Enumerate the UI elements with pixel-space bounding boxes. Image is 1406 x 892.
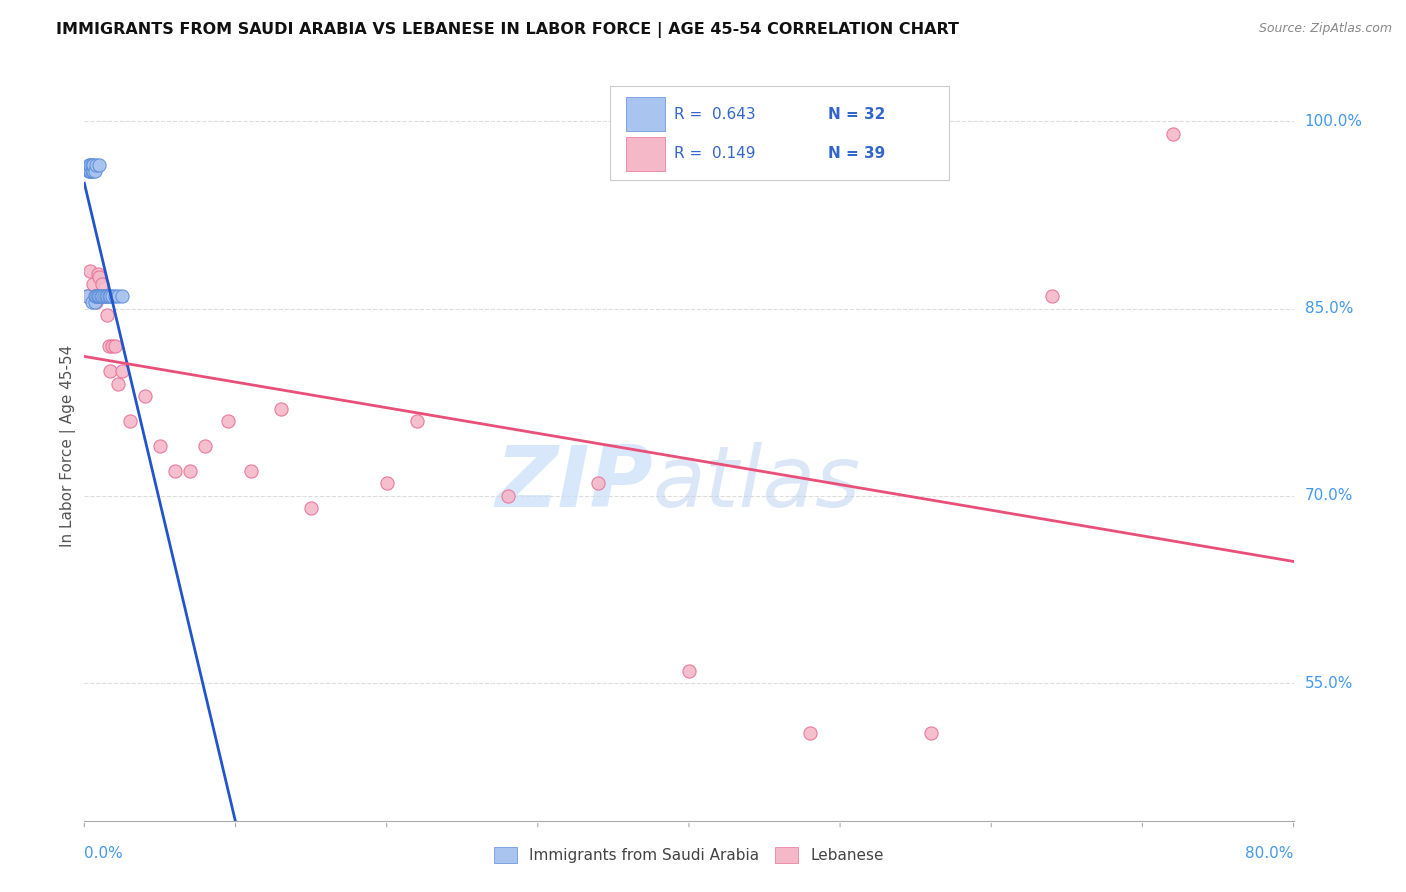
Text: Source: ZipAtlas.com: Source: ZipAtlas.com [1258, 22, 1392, 36]
Point [84, 164, 107, 178]
Point [100, 339, 122, 353]
Point [90, 289, 112, 303]
Point [89, 158, 111, 172]
Point [87, 267, 110, 281]
Point [104, 339, 127, 353]
Point [82, 164, 104, 178]
Point [134, 389, 156, 403]
Point [87, 289, 110, 303]
Point [82, 158, 104, 172]
Legend: Immigrants from Saudi Arabia, Lebanese: Immigrants from Saudi Arabia, Lebanese [488, 841, 890, 869]
Point [98, 364, 121, 378]
Point [107, 376, 129, 391]
Text: atlas: atlas [652, 442, 860, 525]
Point [79, 164, 101, 178]
Point [79, 289, 101, 303]
FancyBboxPatch shape [626, 136, 665, 171]
Point [93, 289, 115, 303]
Point [217, 414, 239, 428]
Point [89, 270, 111, 285]
Text: 0.0%: 0.0% [84, 846, 124, 861]
Point [76, 289, 98, 303]
Point [111, 289, 134, 303]
Point [76, 289, 98, 303]
Point [87, 289, 110, 303]
Point [239, 464, 262, 478]
Point [96, 289, 118, 303]
Point [79, 164, 101, 178]
Point [91, 289, 114, 303]
Point [84, 289, 107, 303]
Point [87, 289, 110, 303]
Point [77, 164, 100, 178]
Point [588, 476, 610, 491]
Point [97, 339, 120, 353]
Point [97, 289, 120, 303]
Point [375, 476, 398, 491]
Point [149, 439, 172, 453]
Point [1040, 289, 1063, 303]
Point [111, 364, 134, 378]
Point [163, 464, 186, 478]
Point [80, 164, 103, 178]
Point [90, 289, 112, 303]
Point [91, 277, 114, 291]
Point [100, 289, 122, 303]
Point [799, 726, 821, 740]
Point [299, 501, 322, 516]
Point [84, 289, 107, 303]
Point [194, 439, 217, 453]
Text: N = 32: N = 32 [828, 106, 886, 121]
Point [77, 164, 100, 178]
Text: 100.0%: 100.0% [1305, 114, 1362, 128]
FancyBboxPatch shape [610, 87, 949, 180]
Point [1161, 127, 1184, 141]
Y-axis label: In Labor Force | Age 45-54: In Labor Force | Age 45-54 [60, 345, 76, 547]
Text: 55.0%: 55.0% [1305, 676, 1353, 690]
Point [107, 289, 129, 303]
Point [179, 464, 201, 478]
Point [98, 289, 121, 303]
Point [79, 264, 101, 278]
Point [93, 289, 115, 303]
Point [94, 289, 117, 303]
Point [86, 158, 108, 172]
FancyBboxPatch shape [626, 97, 665, 131]
Point [496, 489, 519, 503]
Text: 80.0%: 80.0% [1246, 846, 1294, 861]
Text: R =  0.149: R = 0.149 [675, 146, 756, 161]
Text: N = 39: N = 39 [828, 146, 886, 161]
Point [270, 401, 292, 416]
Point [82, 277, 104, 291]
Point [89, 289, 111, 303]
Text: R =  0.643: R = 0.643 [675, 106, 756, 121]
Point [104, 289, 127, 303]
Point [79, 158, 101, 172]
Point [84, 295, 107, 310]
Point [118, 414, 141, 428]
Point [86, 295, 108, 310]
Point [84, 289, 107, 303]
Point [96, 308, 118, 322]
Point [678, 664, 700, 678]
Point [80, 158, 103, 172]
Text: ZIP: ZIP [495, 442, 652, 525]
Text: 85.0%: 85.0% [1305, 301, 1353, 316]
Point [406, 414, 429, 428]
Point [80, 295, 103, 310]
Text: IMMIGRANTS FROM SAUDI ARABIA VS LEBANESE IN LABOR FORCE | AGE 45-54 CORRELATION : IMMIGRANTS FROM SAUDI ARABIA VS LEBANESE… [56, 22, 959, 38]
Text: 70.0%: 70.0% [1305, 489, 1353, 503]
Point [77, 158, 100, 172]
Point [920, 726, 942, 740]
Point [86, 289, 108, 303]
